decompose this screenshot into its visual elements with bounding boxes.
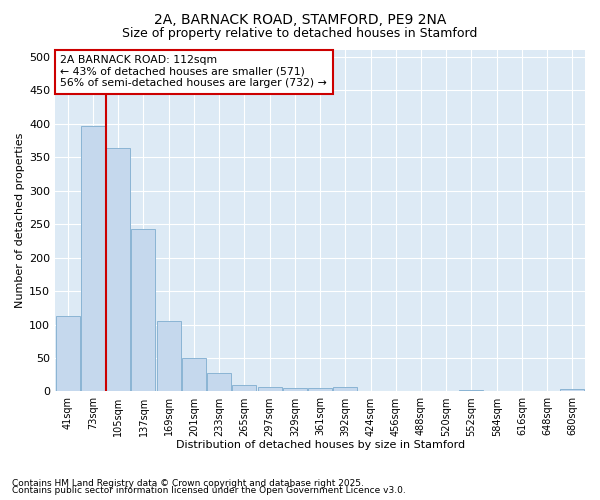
X-axis label: Distribution of detached houses by size in Stamford: Distribution of detached houses by size … xyxy=(176,440,464,450)
Text: Contains public sector information licensed under the Open Government Licence v3: Contains public sector information licen… xyxy=(12,486,406,495)
Bar xyxy=(334,387,357,392)
Bar xyxy=(232,386,256,392)
Bar xyxy=(560,390,584,392)
Bar xyxy=(384,391,408,392)
Bar xyxy=(106,148,130,392)
Bar xyxy=(157,321,181,392)
Y-axis label: Number of detached properties: Number of detached properties xyxy=(15,133,25,308)
Text: 2A, BARNACK ROAD, STAMFORD, PE9 2NA: 2A, BARNACK ROAD, STAMFORD, PE9 2NA xyxy=(154,12,446,26)
Bar xyxy=(283,388,307,392)
Bar xyxy=(56,316,80,392)
Text: Contains HM Land Registry data © Crown copyright and database right 2025.: Contains HM Land Registry data © Crown c… xyxy=(12,478,364,488)
Bar xyxy=(308,388,332,392)
Text: Size of property relative to detached houses in Stamford: Size of property relative to detached ho… xyxy=(122,28,478,40)
Bar xyxy=(81,126,105,392)
Text: 2A BARNACK ROAD: 112sqm
← 43% of detached houses are smaller (571)
56% of semi-d: 2A BARNACK ROAD: 112sqm ← 43% of detache… xyxy=(61,55,327,88)
Bar xyxy=(257,387,281,392)
Bar xyxy=(207,372,231,392)
Bar xyxy=(131,229,155,392)
Bar xyxy=(182,358,206,392)
Bar xyxy=(460,390,484,392)
